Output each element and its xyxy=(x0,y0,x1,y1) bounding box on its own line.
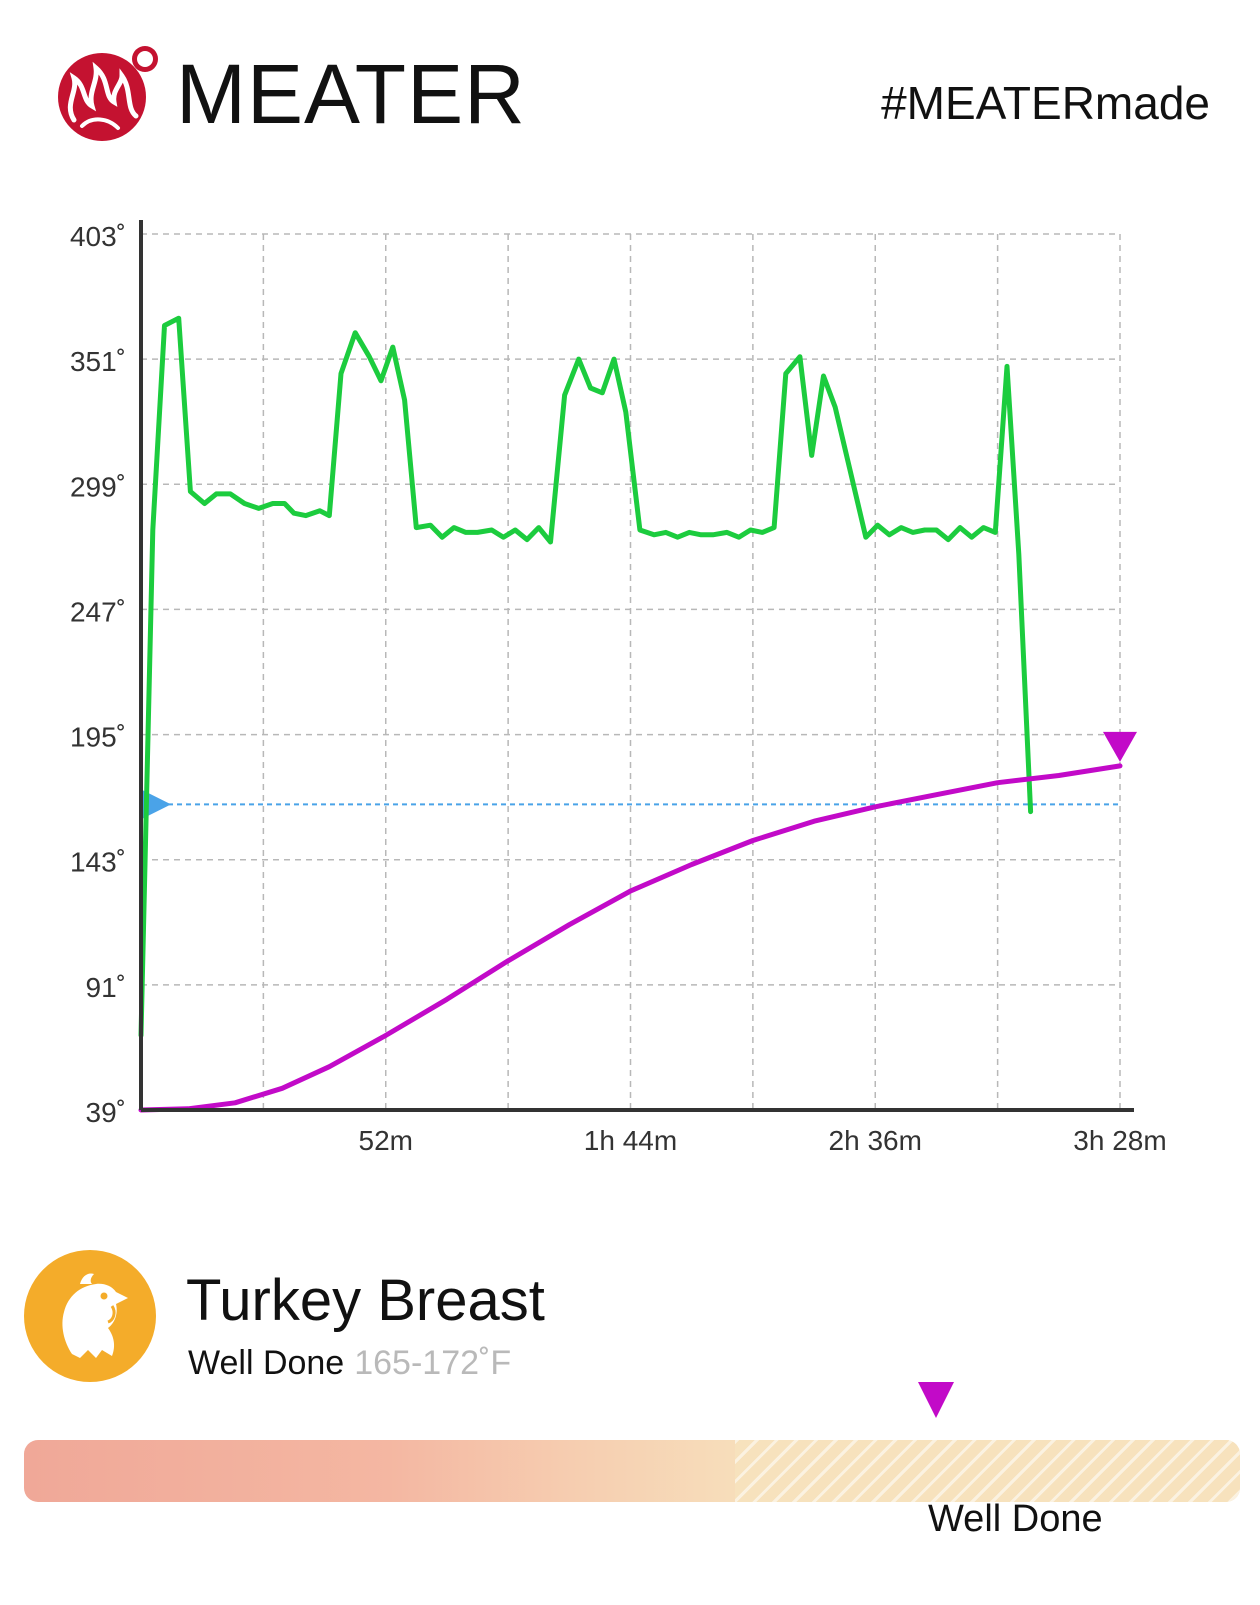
temperature-chart: 403˚ 351˚ 299˚ 247˚ 195˚ 143˚ 91˚ 39˚ 52m 1h 44m… xyxy=(0,200,1260,1200)
y-tick-label: 195˚ xyxy=(70,722,126,753)
food-summary: Turkey Breast Well Done 165-172˚F xyxy=(0,1250,1260,1390)
y-tick-label: 351˚ xyxy=(70,346,126,377)
y-tick-label: 143˚ xyxy=(70,847,126,878)
internal-temp-end-marker-icon xyxy=(1103,731,1137,762)
header: MEATER #MEATERmade xyxy=(0,0,1260,170)
turkey-head-icon xyxy=(24,1250,156,1382)
doneness-bar xyxy=(24,1440,1240,1502)
hashtag: #MEATERmade xyxy=(881,77,1210,129)
food-name: Turkey Breast xyxy=(186,1268,545,1333)
food-doneness-line: Well Done 165-172˚F xyxy=(188,1346,511,1380)
y-tick-label: 91˚ xyxy=(86,972,126,1003)
doneness-level: Well Done xyxy=(188,1344,345,1382)
temperature-range: 165-172˚F xyxy=(354,1344,512,1382)
brand-name: MEATER xyxy=(176,47,526,141)
doneness-scale-label: Well Done xyxy=(928,1498,1103,1540)
y-tick-label: 39˚ xyxy=(86,1097,126,1128)
internal-temp-line xyxy=(138,763,1123,1113)
x-tick-label: 52m xyxy=(359,1125,413,1156)
y-tick-label: 299˚ xyxy=(70,471,126,502)
x-tick-label: 2h 36m xyxy=(829,1125,922,1156)
doneness-target-zone xyxy=(735,1440,1240,1502)
flame-logo-icon xyxy=(52,42,162,142)
y-tick-label: 403˚ xyxy=(70,221,126,252)
x-tick-label: 1h 44m xyxy=(584,1125,677,1156)
x-tick-label: 3h 28m xyxy=(1073,1125,1166,1156)
doneness-scale: Well Done xyxy=(24,1382,1240,1600)
y-tick-label: 247˚ xyxy=(70,596,126,627)
temperature-chart-svg: 403˚ 351˚ 299˚ 247˚ 195˚ 143˚ 91˚ 39˚ 52m 1h 44m… xyxy=(70,220,1167,1156)
ambient-temp-line xyxy=(138,315,1034,1038)
